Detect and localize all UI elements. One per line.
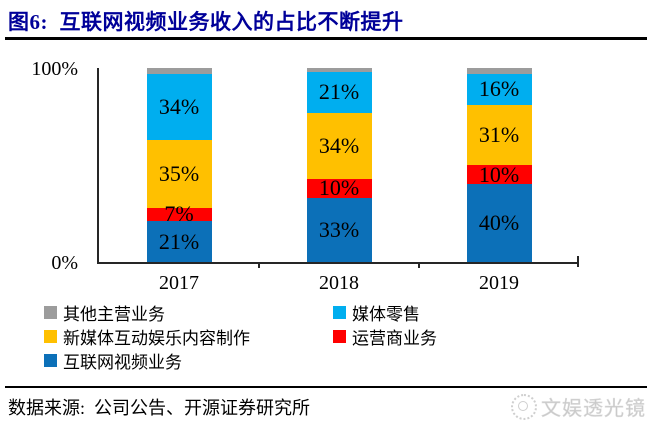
legend-swatch-icon [44,353,57,367]
bar-segment: 31% [466,104,532,166]
bar-segment: 16% [466,73,532,105]
bar-segment-label: 10% [318,175,360,201]
bar-segment-label: 40% [478,210,520,236]
bar-segment: 21% [306,71,372,113]
bar-segment-label: 21% [318,79,360,105]
x-axis-tick [258,262,260,268]
legend-label: 互联网视频业务 [63,352,182,372]
stacked-bar-2019: 40% 10% 31% 16% [466,68,532,262]
legend-item: 互联网视频业务 [44,351,333,372]
bar-segment-label: 34% [158,93,200,119]
bar-segment: 21% [146,221,212,262]
bar-segment: 33% [306,197,372,262]
bar-segment [146,68,212,74]
footer-divider [5,386,647,388]
data-source-note: 数据来源: 公司公告、开源证券研究所 [8,398,310,418]
watermark: 文娱透光镜 [511,392,646,421]
bar-segment-label: 21% [158,228,200,254]
stacked-bar-2018: 33% 10% 34% 21% [306,68,372,262]
watermark-label: 文娱透光镜 [541,398,646,421]
legend-swatch-icon [44,305,57,319]
x-axis-tick-label: 2017 [159,272,199,294]
chart-legend: 其他主营业务 媒体零售新媒体互动娱乐内容制作 运营商业务互联网视频业务 [44,303,604,372]
y-axis-tick-label-100: 100% [31,58,78,80]
title-divider [5,37,647,40]
bar-segment-label: 35% [158,160,200,186]
legend-swatch-icon [333,329,346,343]
bar-segment-label: 33% [318,216,360,242]
legend-label: 新媒体互动娱乐内容制作 [63,328,250,348]
legend-label: 运营商业务 [352,328,437,348]
legend-label: 媒体零售 [352,304,420,324]
bar-segment: 10% [466,161,532,187]
legend-item: 新媒体互动娱乐内容制作 [44,327,333,348]
bar-segment [466,68,532,74]
bar-segment: 34% [306,112,372,179]
bar-segment-label: 7% [164,201,194,227]
bar-segment-label: 34% [318,132,360,158]
watermark-lens-icon [511,393,537,420]
legend-swatch-icon [44,329,57,343]
plot-area: 21% 7% 35% 34% 33% 10% 34% 21% 40% 10% 31% 16% 2017… [97,68,579,294]
bar-segment: 35% [146,139,212,208]
bar-segment: 7% [146,203,212,225]
x-axis-tick-label: 2018 [319,272,359,294]
legend-swatch-icon [333,305,346,319]
bar-segment-label: 10% [478,161,520,187]
y-axis-tick-label-0: 0% [51,252,78,274]
x-axis-tick-label: 2019 [479,272,519,294]
bar-segment-label: 16% [478,76,520,102]
bar-segment: 34% [146,73,212,140]
legend-item: 运营商业务 [333,327,604,348]
bar-segment-label: 31% [478,121,520,147]
bar-segment [306,68,372,72]
figure-title: 图6: 互联网视频业务收入的占比不断提升 [8,10,404,34]
bar-segment: 40% [466,184,532,262]
legend-label: 其他主营业务 [63,304,165,324]
bar-segment: 10% [306,175,372,201]
stacked-bar-2017: 21% 7% 35% 34% [146,68,212,262]
x-axis-tick [418,262,420,268]
legend-item: 媒体零售 [333,303,604,324]
legend-item: 其他主营业务 [44,303,333,324]
x-axis-end-tick [577,256,579,267]
